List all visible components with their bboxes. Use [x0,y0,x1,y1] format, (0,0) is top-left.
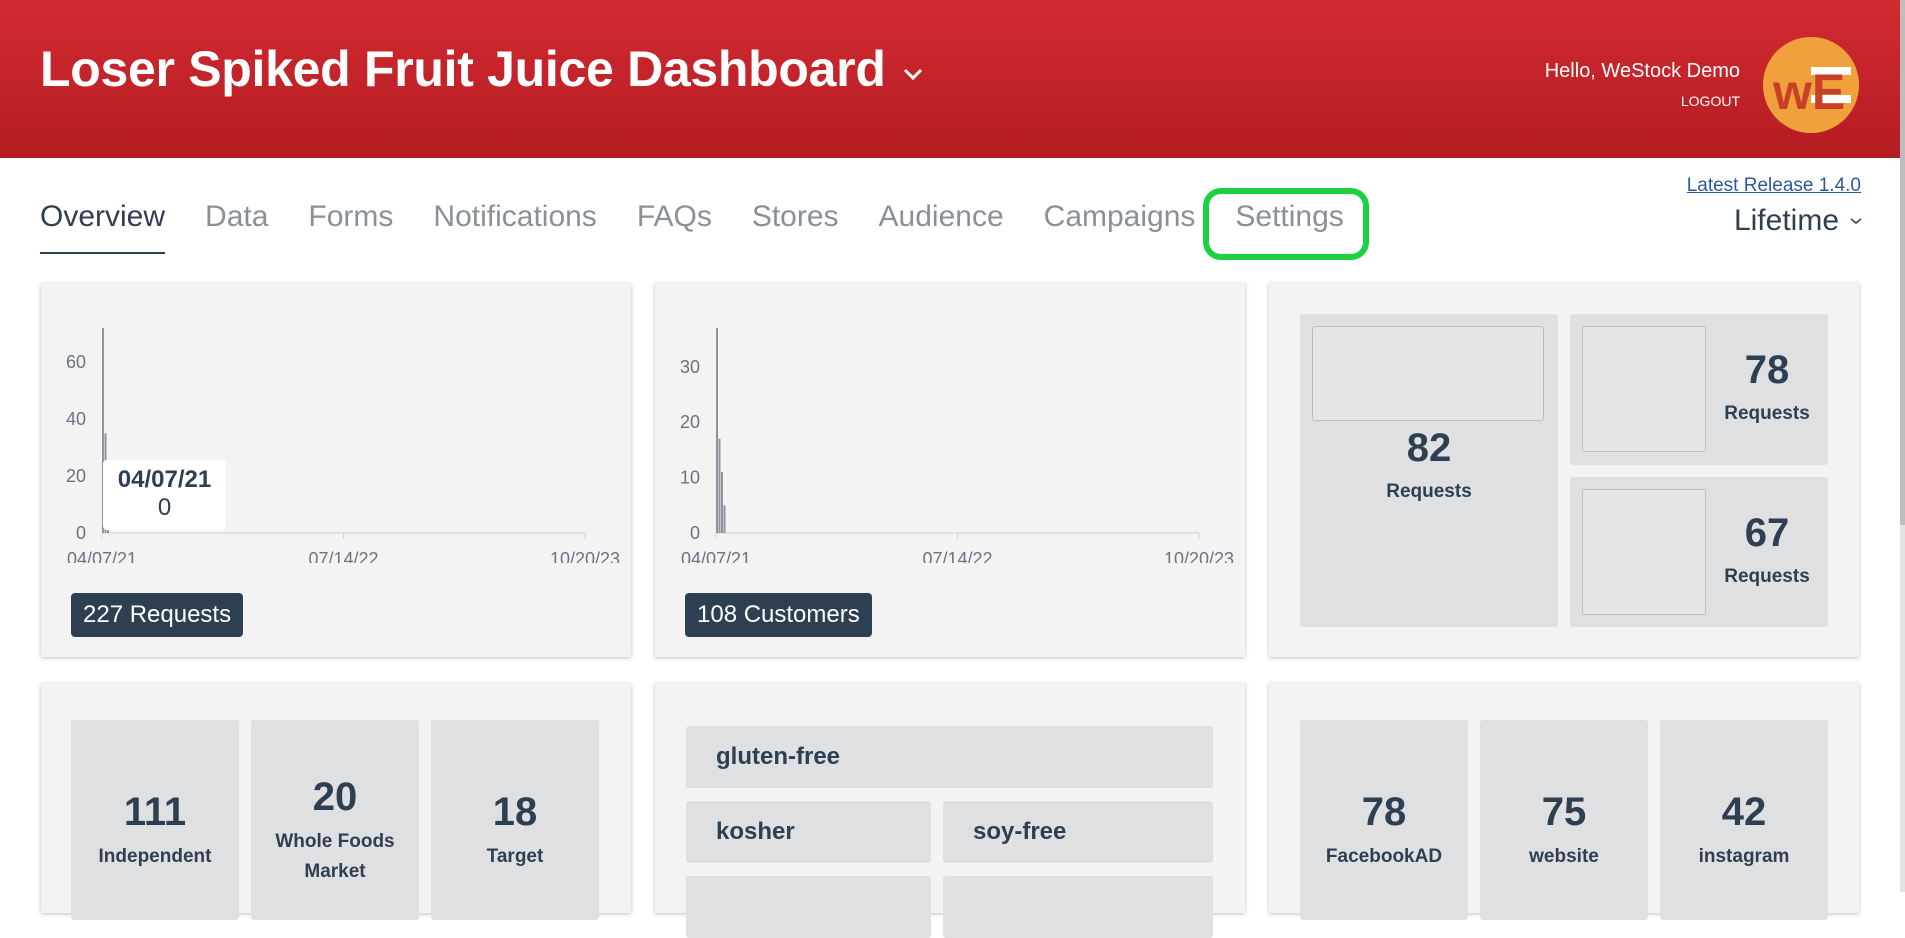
tab-stores[interactable]: Stores [751,200,839,233]
tab-overview[interactable]: Overview [40,200,166,254]
store-tile[interactable]: 18 Target [431,720,599,920]
source-main-value: 82 [1406,426,1452,470]
avatar[interactable]: wE [1763,37,1859,133]
channel-value: 78 [1361,790,1407,834]
westock-logo-icon: wE [1763,37,1859,133]
svg-text:wE: wE [1772,64,1845,120]
store-value: 111 [123,790,187,834]
y-tick-label: 0 [690,523,700,543]
y-tick-label: 20 [680,412,700,432]
source-top-label: Requests [1724,403,1810,424]
customers-chart-card: 0 10 20 30 04/07/21 07/14/22 10/20/23 108 Cust… [655,283,1245,657]
tab-faqs[interactable]: FAQs [636,200,712,233]
x-tick-label: 10/20/23 [1164,549,1234,563]
channel-tile[interactable]: 42 instagram [1660,720,1828,920]
tag-chip[interactable]: gluten-free [686,726,1213,788]
data-bar [716,328,718,533]
data-bar [723,505,726,533]
tag-chip[interactable]: kosher [686,801,931,863]
chevron-down-icon [1850,218,1862,224]
x-tick-label: 10/20/23 [550,549,620,563]
chart-tooltip: 04/07/21 0 [103,460,226,530]
stores-card: 111 Independent 20 Whole Foods Market 18… [41,683,631,920]
tags-card: gluten-free kosher soy-free [655,683,1245,938]
data-bar [102,328,104,533]
y-tick-label: 40 [66,409,86,429]
channel-tile[interactable]: 75 website [1480,720,1648,920]
channels-card: 78 FacebookAD 75 website 42 instagram [1269,683,1859,920]
tag-chip[interactable] [686,876,931,938]
tab-settings[interactable]: Settings [1235,200,1344,233]
dashboard-switcher[interactable]: Loser Spiked Fruit Juice Dashboard [40,40,926,98]
main-tabs: Overview Data Forms Notifications FAQs S… [40,200,1384,254]
store-value: 20 [312,775,358,819]
requests-chart: 0 20 40 60 04/07/21 07/14/22 10/20/23 [66,328,620,563]
channel-label: website [1529,846,1599,867]
source-main-label: Requests [1386,481,1472,502]
scrollbar-thumb[interactable] [1900,0,1905,525]
data-bar [721,472,723,533]
y-tick-label: 10 [680,468,700,488]
x-tick-label: 07/14/22 [308,549,378,563]
tab-campaigns[interactable]: Campaigns [1043,200,1196,233]
y-tick-label: 60 [66,352,86,372]
user-greeting: Hello, WeStock Demo [1544,60,1740,82]
source-top-value: 78 [1744,348,1790,392]
channel-label: FacebookAD [1325,846,1443,867]
tooltip-date: 04/07/21 [117,466,212,493]
app-header: Loser Spiked Fruit Juice Dashboard Hello… [0,0,1900,158]
customers-chart: 0 10 20 30 04/07/21 07/14/22 10/20/23 [680,328,1234,563]
y-tick-label: 0 [76,523,86,543]
tab-audience[interactable]: Audience [878,200,1004,233]
store-tile[interactable]: 20 Whole Foods Market [251,720,419,920]
source-bottom-value: 67 [1744,511,1790,555]
y-tick-label: 20 [66,466,86,486]
tag-chip[interactable]: soy-free [943,801,1213,863]
period-selector[interactable]: Lifetime [1734,204,1863,238]
requests-total-badge: 227 Requests [71,593,244,637]
source-tile-main[interactable]: 82 Requests [1300,314,1558,627]
x-tick-label: 04/07/21 [67,549,137,563]
broken-image-icon [1312,326,1544,421]
tag-chip[interactable] [943,876,1213,938]
source-bottom-label: Requests [1724,566,1810,587]
chevron-down-icon[interactable] [900,61,926,87]
customers-total-badge: 108 Customers [685,593,872,637]
store-label: Independent [98,846,212,867]
tooltip-value: 0 [157,494,172,521]
source-tile-top[interactable]: 78 Requests [1570,314,1828,465]
store-label: Target [486,846,544,867]
source-tile-bottom[interactable]: 67 Requests [1570,477,1828,627]
broken-image-icon [1582,326,1706,452]
latest-release-link[interactable]: Latest Release 1.4.0 [1686,175,1861,196]
dashboard-title: Loser Spiked Fruit Juice Dashboard [40,41,886,97]
channel-label: instagram [1698,846,1790,867]
broken-image-icon [1582,489,1706,615]
requests-chart-card: 0 20 40 60 04/07/21 07/14/22 10/20/23 04/07/21… [41,283,631,657]
x-tick-label: 07/14/22 [922,549,992,563]
data-bar [718,438,721,533]
period-label: Lifetime [1733,204,1839,237]
tab-notifications[interactable]: Notifications [433,200,597,233]
logout-link[interactable]: LOGOUT [1680,93,1740,109]
store-label: Whole Foods Market [275,831,395,882]
vertical-scrollbar[interactable] [1900,0,1905,892]
channel-tile[interactable]: 78 FacebookAD [1300,720,1468,920]
y-tick-label: 30 [680,357,700,377]
tab-data[interactable]: Data [205,200,269,233]
store-tile[interactable]: 111 Independent [71,720,239,920]
x-tick-label: 04/07/21 [681,549,751,563]
source-card: 82 Requests 78 Requests 67 Requests [1269,283,1859,657]
channel-value: 42 [1721,790,1767,834]
tab-forms[interactable]: Forms [308,200,394,233]
store-value: 18 [492,790,538,834]
channel-value: 75 [1541,790,1587,834]
